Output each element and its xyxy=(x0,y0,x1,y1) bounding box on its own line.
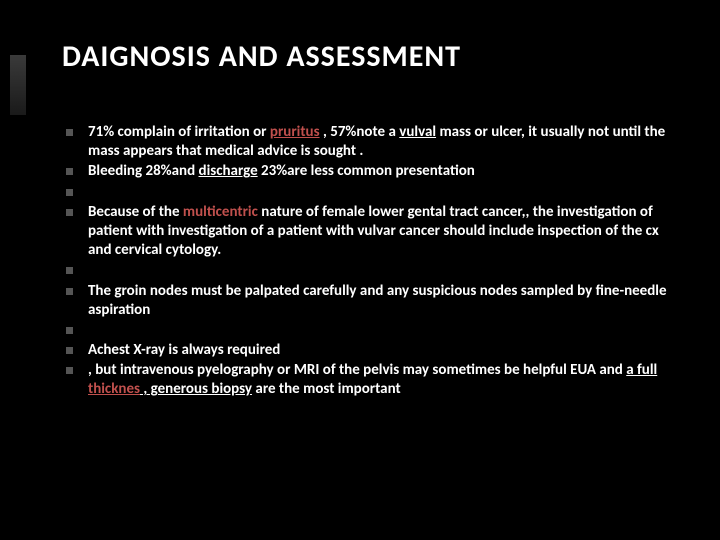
text-run: a full xyxy=(626,361,657,379)
decorative-stripe xyxy=(10,55,26,115)
slide-body: 71% complain of irritation or pruritus ,… xyxy=(62,123,682,400)
text-run: vulval xyxy=(399,123,436,141)
text-run: thicknes xyxy=(88,380,140,398)
text-run: pruritus xyxy=(270,123,320,141)
text-run: , but intravenous pyelography or MRI of … xyxy=(88,361,626,379)
text-run: Bleeding 28%and xyxy=(88,162,199,180)
bullet-item xyxy=(88,321,682,340)
text-run: The groin nodes must be palpated careful… xyxy=(88,282,667,319)
text-run: Achest X-ray is always required xyxy=(88,341,280,359)
bullet-item: Because of the multicentric nature of fe… xyxy=(88,203,682,261)
bullet-item: Bleeding 28%and discharge 23%are less co… xyxy=(88,162,682,181)
text-run: discharge xyxy=(199,162,258,180)
slide-title: DAIGNOSIS AND ASSESSMENT xyxy=(62,38,682,75)
bullet-list: 71% complain of irritation or pruritus ,… xyxy=(88,123,682,400)
text-run: 71% complain of irritation or xyxy=(88,123,270,141)
bullet-item xyxy=(88,183,682,202)
text-run: multicentric xyxy=(183,203,258,221)
bullet-item xyxy=(88,261,682,280)
text-run: are the most important xyxy=(252,380,401,398)
bullet-item: Achest X-ray is always required xyxy=(88,341,682,360)
bullet-item: 71% complain of irritation or pruritus ,… xyxy=(88,123,682,161)
text-run: , generous biopsy xyxy=(140,380,252,398)
slide: DAIGNOSIS AND ASSESSMENT 71% complain of… xyxy=(0,0,720,540)
bullet-item: , but intravenous pyelography or MRI of … xyxy=(88,361,682,399)
bullet-item: The groin nodes must be palpated careful… xyxy=(88,282,682,320)
text-run: , 57%note a xyxy=(320,123,400,141)
text-run: Because of the xyxy=(88,203,183,221)
text-run: 23%are less common presentation xyxy=(258,162,475,180)
